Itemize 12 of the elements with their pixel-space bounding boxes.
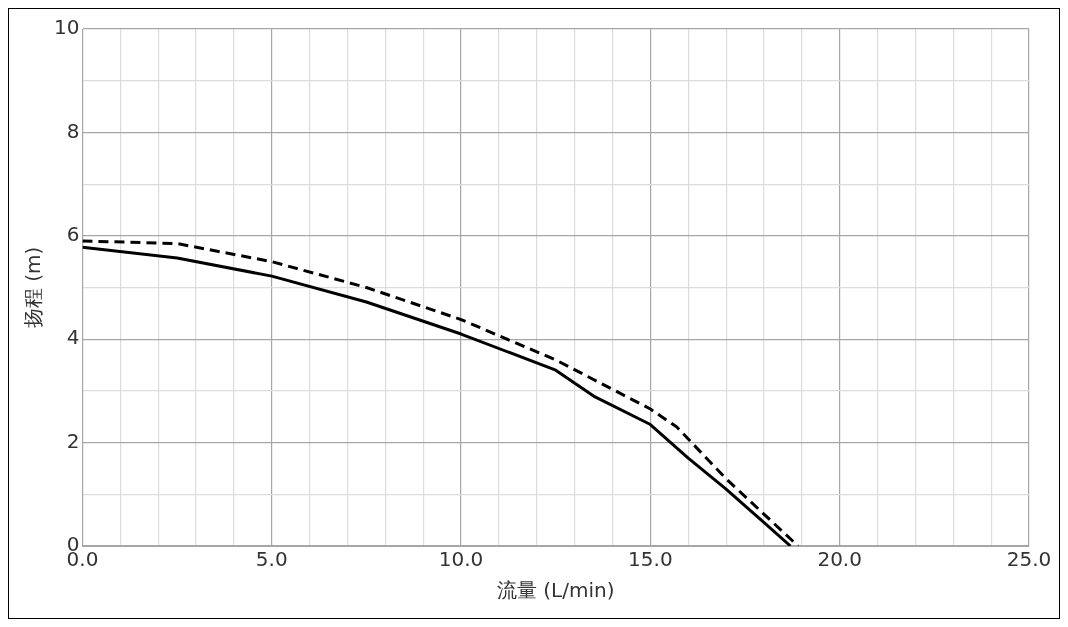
y-tick-label: 6 (66, 222, 80, 246)
y-tick-label: 8 (66, 118, 80, 143)
y-axis-title: 扬程 (m) (21, 246, 46, 329)
y-tick-label: 2 (66, 428, 80, 453)
x-axis-title: 流量 (L/min) (496, 578, 615, 603)
x-tick-label: 20.0 (817, 547, 862, 572)
x-tick-label: 25.0 (1006, 547, 1052, 572)
y-tick-label: 10 (54, 15, 80, 40)
x-tick-label: 5.0 (255, 547, 288, 572)
y-tick-label: 4 (66, 325, 80, 350)
x-tick-label: 15.0 (628, 547, 673, 572)
x-tick-label: 10.0 (438, 547, 484, 572)
